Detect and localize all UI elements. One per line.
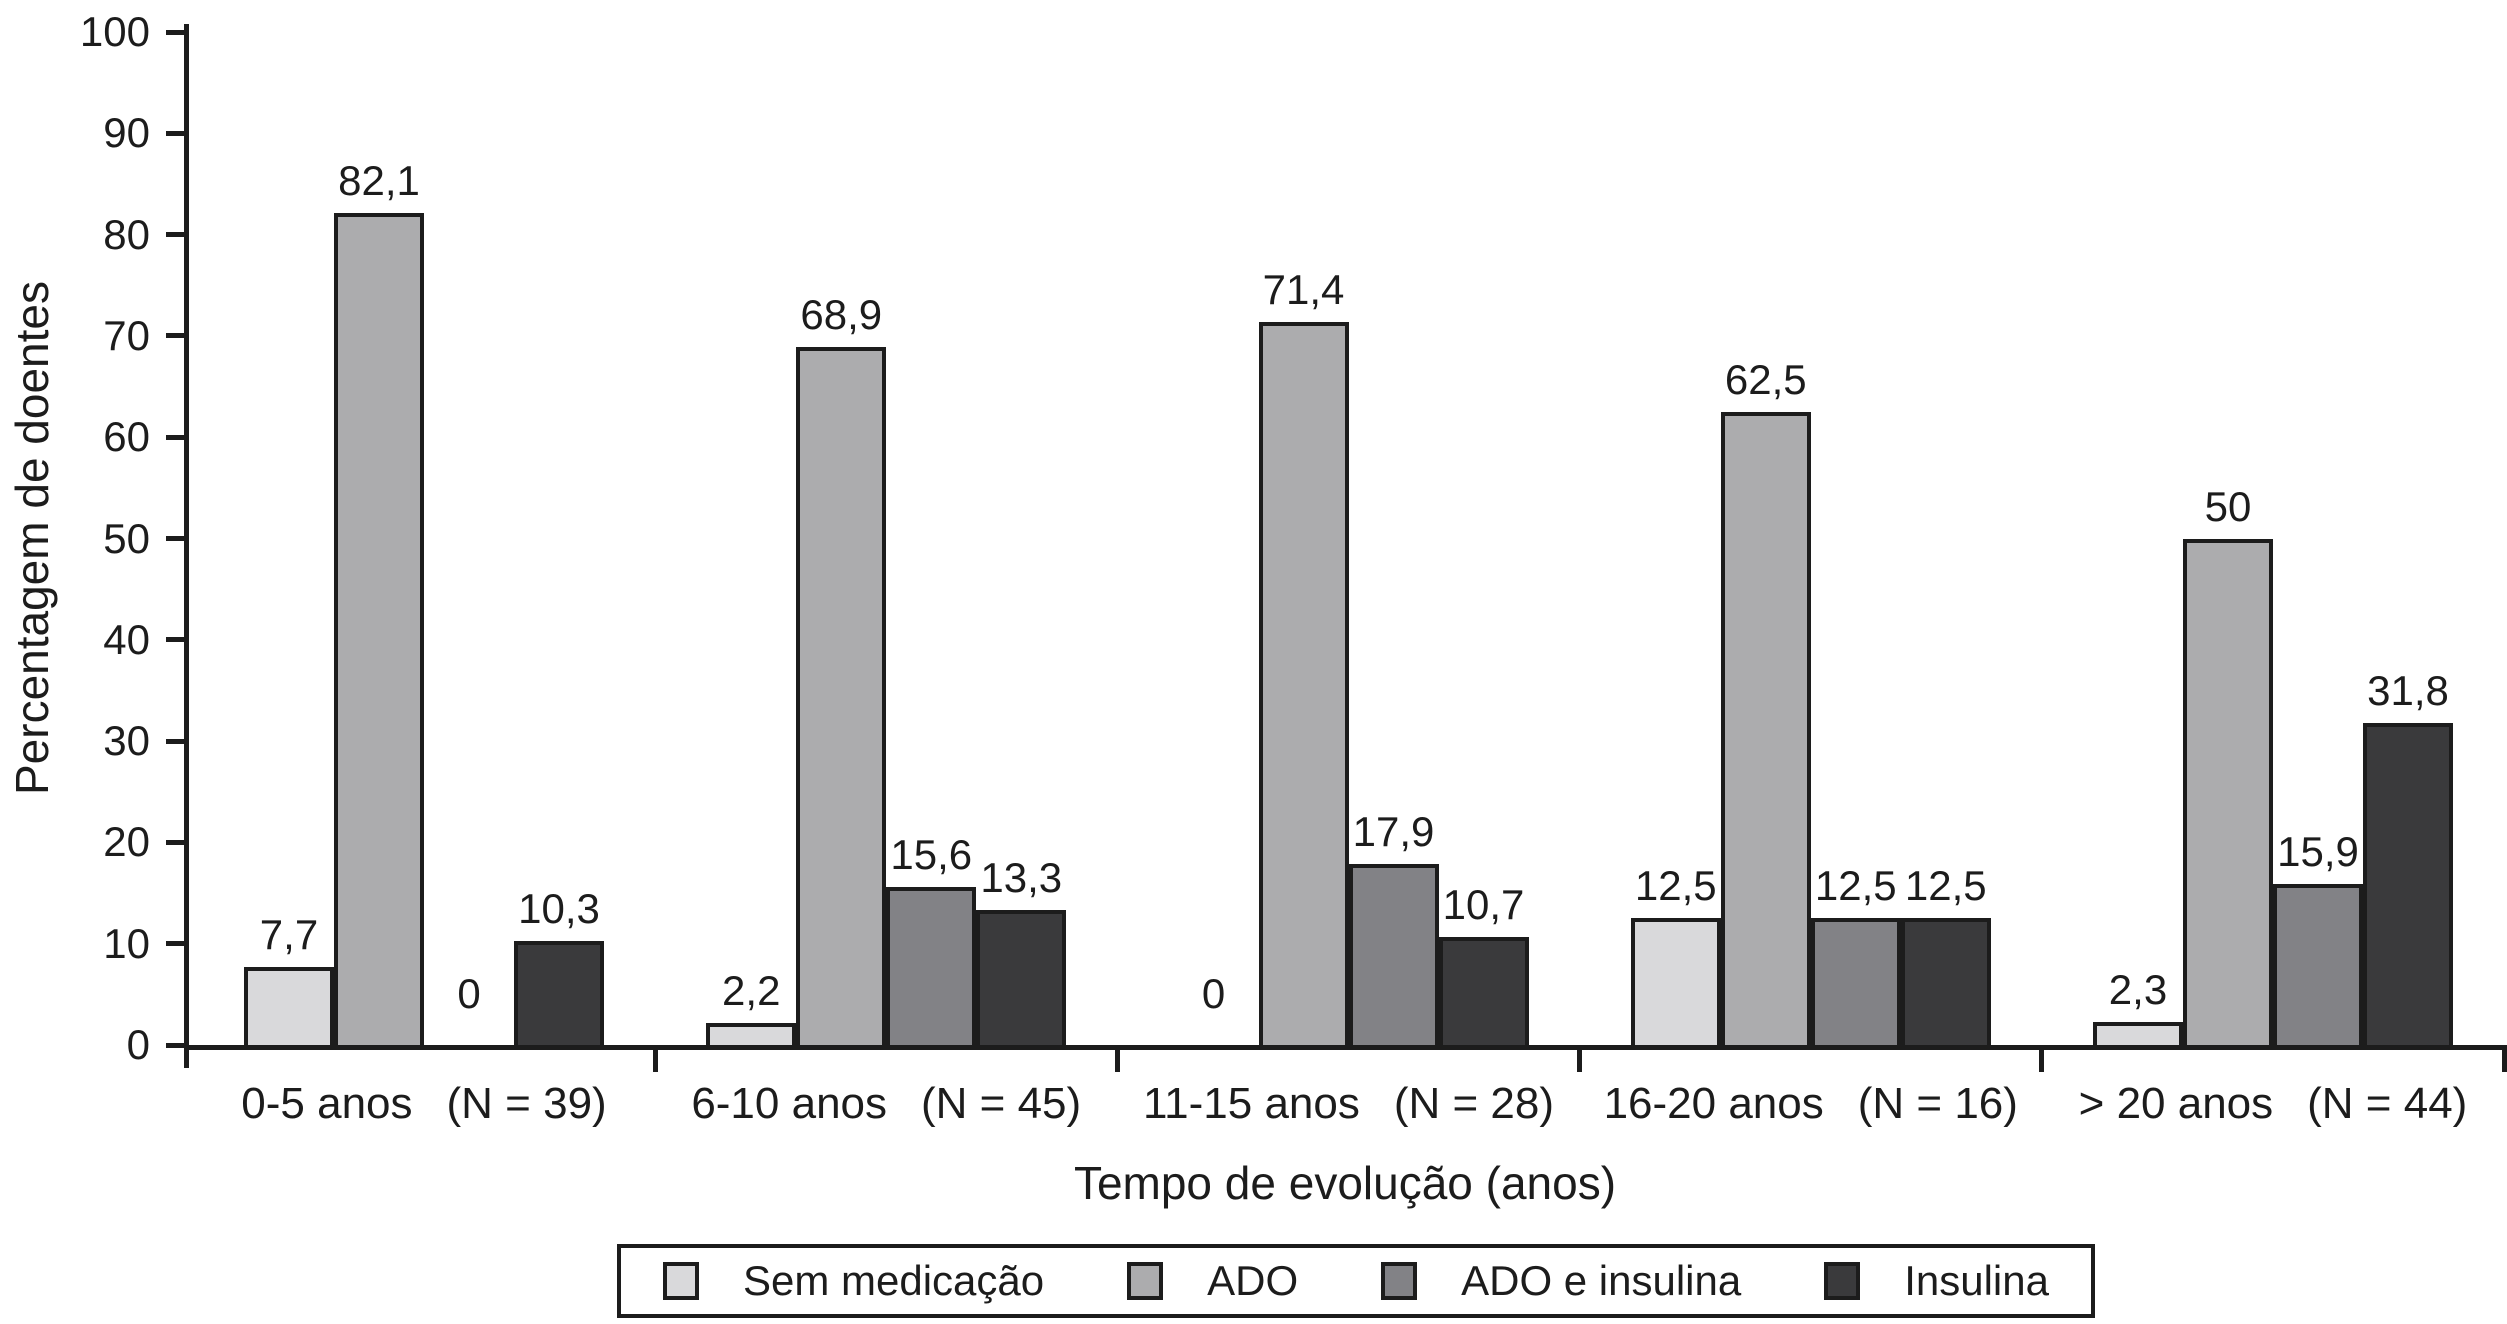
- category-range: 11-15 anos: [1142, 1079, 1360, 1128]
- y-tick-label: 80: [103, 210, 150, 258]
- category-count: (N = 28): [1393, 1079, 1555, 1128]
- bar-value-label: 0: [457, 970, 481, 1017]
- y-tick: [166, 434, 186, 440]
- category-label: 16-20 anos (N = 16): [1580, 1078, 2042, 1130]
- legend: Sem medicação ADO ADO e insulina Insulina: [617, 1244, 2095, 1318]
- legend-swatch-ado-e-insulina: [1381, 1262, 1418, 1300]
- bar-sem-medicacao-6-10-anos: [706, 1022, 797, 1045]
- bar-value-label: 50: [2204, 482, 2252, 530]
- y-tick-label: 10: [103, 919, 150, 967]
- category-label: 0-5 anos (N = 39): [193, 1078, 655, 1130]
- bar-sem-medicacao-20-anos: [2093, 1021, 2183, 1045]
- bar-ado-e-insulina-16-20-anos: [1810, 918, 1901, 1045]
- bar-insulina-6-10-anos: [976, 910, 1067, 1045]
- bar-sem-medicacao-0-5-anos: [244, 966, 334, 1045]
- category-range: 6-10 anos: [691, 1079, 888, 1128]
- bar-value-label: 82,1: [338, 157, 420, 205]
- x-boundary-tick: [1114, 1045, 1120, 1072]
- y-tick-label: 30: [103, 717, 150, 765]
- category-label: 11-15 anos (N = 28): [1118, 1078, 1580, 1130]
- category-label: 6-10 anos (N = 45): [655, 1078, 1117, 1130]
- y-tick-label: 20: [103, 818, 150, 866]
- bar-value-label: 0: [1201, 970, 1226, 1017]
- bar-value-label: 13,3: [980, 854, 1063, 902]
- bar-value-label: 15,9: [2277, 827, 2359, 875]
- bar-value-label: 2,2: [722, 966, 781, 1014]
- bar-value-label: 62,5: [1724, 355, 1807, 403]
- x-boundary-tick: [2039, 1045, 2045, 1072]
- y-tick-label: 70: [103, 311, 150, 359]
- category-count: (N = 16): [1857, 1079, 2018, 1128]
- category-count: (N = 44): [2307, 1079, 2468, 1128]
- x-axis-title: Tempo de evolução (anos): [1073, 1157, 1617, 1209]
- category-range: 16-20 anos: [1603, 1079, 1824, 1128]
- bar-ado-6-10-anos: [796, 347, 887, 1045]
- bar-insulina-0-5-anos: [514, 940, 604, 1045]
- x-boundary-tick: [1577, 1045, 1583, 1072]
- bar-insulina-16-20-anos: [1900, 918, 1991, 1045]
- bar-ado-e-insulina-6-10-anos: [886, 886, 977, 1045]
- bar-value-label: 12,5: [1904, 862, 1987, 910]
- category-range: > 20 anos: [2078, 1079, 2274, 1128]
- y-tick: [166, 839, 186, 845]
- y-tick-label: 100: [79, 8, 150, 55]
- y-tick: [166, 232, 186, 238]
- legend-swatch-sem-medicacao: [663, 1262, 699, 1300]
- category-label: > 20 anos (N = 44): [2042, 1078, 2504, 1130]
- y-tick: [166, 333, 186, 339]
- y-tick-label: 0: [126, 1021, 150, 1068]
- bar-value-label: 71,4: [1262, 265, 1345, 313]
- bar-ado-11-15-anos: [1258, 321, 1349, 1045]
- legend-label: Insulina: [1904, 1257, 2049, 1304]
- y-tick: [166, 1042, 186, 1048]
- bar-value-label: 10,7: [1442, 880, 1525, 928]
- category-range: 0-5 anos: [241, 1079, 413, 1128]
- x-boundary-tick: [2501, 1045, 2507, 1072]
- y-tick: [166, 29, 186, 35]
- bar-value-label: 7,7: [259, 910, 319, 958]
- legend-swatch-ado: [1127, 1262, 1164, 1300]
- bar-value-label: 17,9: [1352, 807, 1435, 855]
- bar-value-label: 68,9: [800, 291, 883, 339]
- y-tick-label: 40: [103, 615, 150, 663]
- category-count: (N = 45): [921, 1079, 1082, 1128]
- legend-item-insulina: Insulina: [1824, 1257, 2049, 1305]
- y-tick: [166, 941, 186, 947]
- bar-insulina-20-anos: [2363, 722, 2453, 1045]
- y-tick: [166, 738, 186, 744]
- bar-value-label: 12,5: [1634, 862, 1717, 910]
- y-tick: [166, 130, 186, 136]
- x-axis-line: [183, 1045, 2507, 1050]
- category-count: (N = 39): [446, 1079, 607, 1128]
- legend-label: ADO e insulina: [1461, 1257, 1742, 1304]
- y-tick-label: 50: [103, 514, 150, 562]
- bar-value-label: 31,8: [2367, 666, 2449, 714]
- y-tick: [166, 536, 186, 541]
- bar-value-label: 10,3: [518, 884, 600, 932]
- bar-insulina-11-15-anos: [1438, 936, 1529, 1045]
- legend-item-ado: ADO: [1127, 1257, 1298, 1305]
- y-tick-label: 60: [103, 413, 150, 461]
- legend-label: ADO: [1207, 1257, 1299, 1304]
- legend-item-sem-medicacao: Sem medicação: [663, 1257, 1044, 1305]
- bar-value-label: 2,3: [2108, 965, 2168, 1013]
- y-axis-line: [183, 24, 189, 1068]
- x-boundary-tick: [652, 1045, 658, 1072]
- legend-label: Sem medicação: [743, 1257, 1045, 1304]
- bar-ado-16-20-anos: [1720, 411, 1811, 1045]
- legend-swatch-insulina: [1824, 1262, 1861, 1300]
- bar-value-label: 12,5: [1814, 862, 1897, 910]
- bar-ado-e-insulina-11-15-anos: [1348, 863, 1439, 1045]
- y-tick-label: 90: [103, 109, 150, 157]
- legend-item-ado-e-insulina: ADO e insulina: [1381, 1257, 1741, 1305]
- bar-sem-medicacao-16-20-anos: [1630, 918, 1721, 1045]
- y-tick: [166, 637, 186, 643]
- bar-value-label: 15,6: [890, 830, 973, 878]
- bar-ado-0-5-anos: [334, 213, 424, 1045]
- bar-ado-20-anos: [2183, 538, 2273, 1045]
- bar-ado-e-insulina-20-anos: [2273, 883, 2363, 1045]
